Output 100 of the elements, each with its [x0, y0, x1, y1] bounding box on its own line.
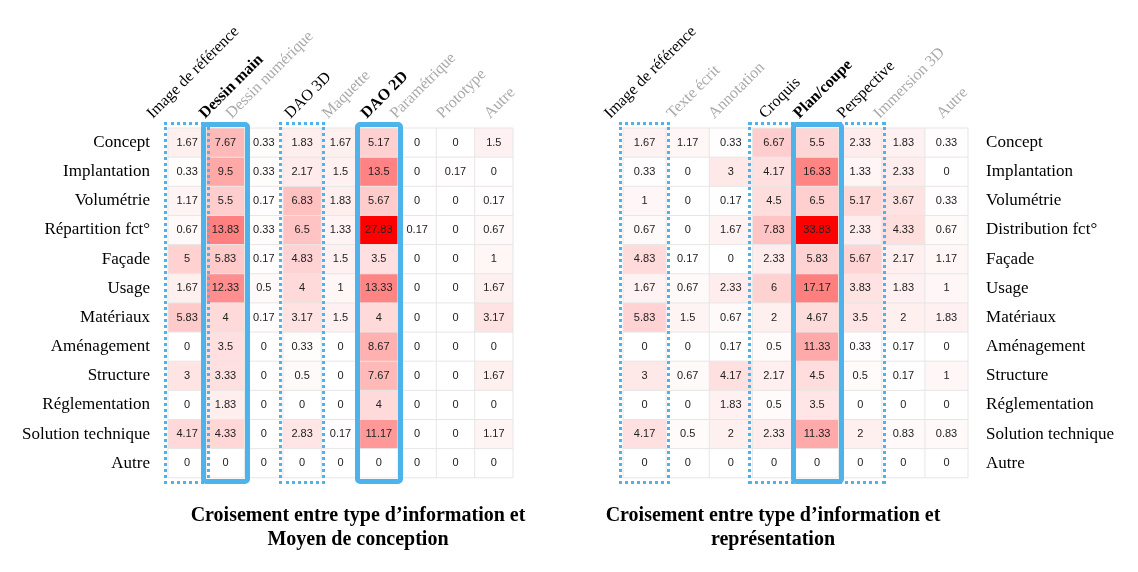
data-label: 0.17 [720, 339, 742, 352]
data-label: 1 [943, 368, 950, 381]
data-label: 2.33 [763, 252, 785, 265]
data-label: 1.5 [486, 135, 502, 148]
data-label: 0 [770, 456, 778, 469]
data-label: 0 [414, 310, 421, 323]
data-label: 1.83 [892, 135, 915, 148]
data-label: 0 [452, 339, 459, 352]
data-label: 1.67 [633, 281, 656, 294]
data-label: 1.67 [176, 135, 198, 148]
data-label: 0.33 [291, 339, 313, 352]
data-label: 4 [222, 310, 229, 323]
data-label: 0 [414, 193, 421, 206]
data-label: 3.17 [483, 310, 505, 323]
data-label: 0.33 [633, 164, 656, 177]
data-label: 0 [684, 164, 691, 177]
data-label: 2.83 [291, 427, 313, 440]
y-tick-label: Matériaux [80, 306, 151, 326]
data-label: 0.33 [935, 193, 958, 206]
data-label: 1.83 [329, 193, 352, 206]
data-label: 1.5 [332, 164, 349, 177]
data-label: 4.17 [763, 164, 785, 177]
data-label: 0 [943, 164, 950, 177]
data-label: 2 [900, 310, 907, 323]
data-label: 0 [452, 456, 459, 469]
data-label: 4.17 [176, 427, 198, 440]
data-label: 0.5 [294, 368, 310, 381]
data-label: 12.33 [211, 281, 240, 294]
data-label: 4 [299, 281, 306, 294]
data-label: 27.83 [365, 223, 393, 236]
data-label: 5.67 [849, 252, 871, 265]
data-label: 1.67 [720, 223, 742, 236]
data-label: 3.83 [849, 281, 871, 294]
data-label: 0 [260, 397, 267, 410]
data-label: 6.5 [294, 223, 310, 236]
data-label: 13.5 [368, 164, 390, 177]
data-label: 0 [943, 339, 950, 352]
y-tick-label: Volumétrie [74, 190, 150, 210]
data-label: 0.17 [892, 339, 915, 352]
data-label: 1.67 [329, 135, 352, 148]
data-label: 4 [375, 397, 382, 410]
data-label: 0 [684, 193, 691, 206]
data-label: 1.17 [935, 252, 958, 265]
data-label: 4.17 [633, 427, 656, 440]
data-label: 0 [414, 252, 421, 265]
data-label: 0.5 [852, 368, 868, 381]
data-label: 0 [857, 397, 864, 410]
data-label: 0.5 [766, 397, 782, 410]
y-tick-label: Structure [87, 365, 150, 385]
data-label: 1.83 [214, 397, 237, 410]
data-label: 0 [452, 368, 459, 381]
data-label: 0 [684, 223, 691, 236]
data-label: 6.5 [809, 193, 825, 206]
data-label: 1.33 [329, 223, 352, 236]
data-label: 33.83 [803, 223, 831, 236]
data-label: 4.67 [806, 310, 828, 323]
data-label: 0 [641, 397, 648, 410]
data-label: 0.33 [176, 164, 198, 177]
data-label: 4.5 [766, 193, 782, 206]
data-label: 0 [260, 427, 267, 440]
data-label: 1.67 [176, 281, 198, 294]
data-label: 0.17 [892, 368, 915, 381]
data-label: 0.67 [935, 223, 958, 236]
data-label: 0 [900, 397, 907, 410]
data-label: 0 [414, 164, 421, 177]
data-label: 1.5 [680, 310, 696, 323]
data-label: 0.33 [935, 135, 958, 148]
data-label: 11.33 [803, 339, 831, 352]
data-label: 0 [727, 252, 734, 265]
data-label: 0 [260, 339, 267, 352]
data-label: 1 [337, 281, 344, 294]
data-label: 5.67 [368, 193, 390, 206]
data-label: 1 [641, 193, 648, 206]
data-label: 0.17 [253, 193, 275, 206]
data-label: 0 [414, 368, 421, 381]
data-label: 3 [641, 368, 648, 381]
data-label: 2 [857, 427, 864, 440]
data-label: 0 [260, 456, 267, 469]
data-label: 1.5 [332, 310, 349, 323]
data-label: 0 [299, 397, 306, 410]
data-label: 13.83 [211, 223, 240, 236]
y-tick-label: Concept [93, 132, 151, 152]
data-label: 0 [814, 456, 821, 469]
data-label: 0 [452, 397, 459, 410]
data-label: 0.17 [253, 310, 275, 323]
data-label: 0 [184, 456, 191, 469]
data-label: 0 [452, 252, 459, 265]
data-label: 2.33 [892, 164, 915, 177]
data-label: 1.5 [332, 252, 349, 265]
data-label: 0.83 [935, 427, 958, 440]
data-label: 0.5 [680, 427, 696, 440]
data-label: 0 [414, 135, 421, 148]
data-label: 0 [184, 339, 191, 352]
data-label: 3.5 [852, 310, 868, 323]
y-tick-label: Implantation [986, 161, 1074, 181]
data-label: 4.17 [720, 368, 742, 381]
data-label: 5 [184, 252, 191, 265]
data-label: 5.83 [176, 310, 198, 323]
y-tick-label: Solution technique [986, 423, 1115, 443]
data-label: 0 [184, 397, 191, 410]
